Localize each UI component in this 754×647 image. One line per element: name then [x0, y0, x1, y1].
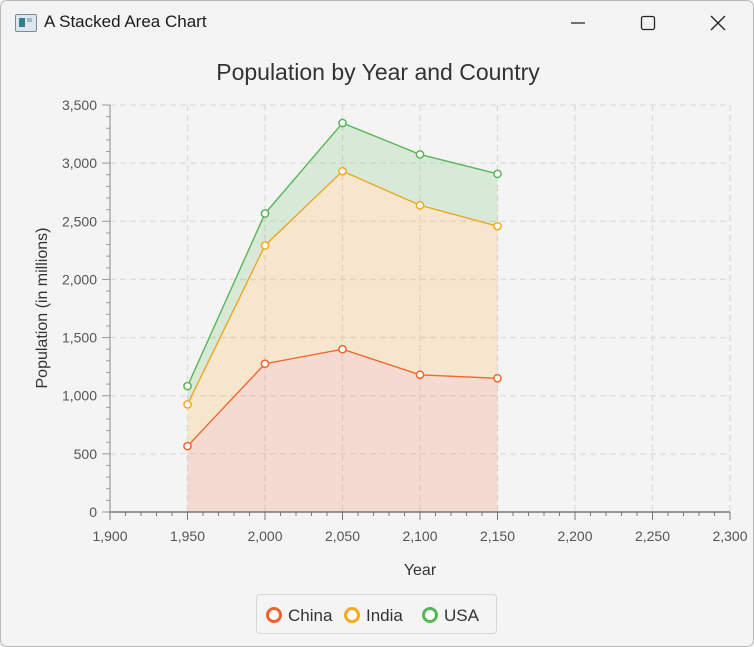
stacked-area-chart: Population by Year and Country 0 500 1,000…: [34, 59, 748, 579]
data-point-india[interactable]: [183, 400, 192, 409]
legend-marker: [266, 607, 282, 623]
data-point-usa[interactable]: [183, 381, 192, 391]
x-tick-label: 2,200: [557, 528, 592, 544]
data-point-usa[interactable]: [338, 118, 347, 128]
data-point-china[interactable]: [493, 373, 502, 383]
maximize-icon: [640, 15, 656, 31]
x-tick-label: 2,050: [325, 528, 360, 544]
x-tick-label: 1,950: [170, 528, 205, 544]
x-tick-label: 2,300: [712, 528, 747, 544]
legend-label: USA: [444, 606, 479, 625]
data-point-india[interactable]: [260, 241, 270, 250]
data-point-china[interactable]: [260, 359, 270, 369]
minimize-button[interactable]: [543, 1, 613, 45]
x-tick-label: 2,000: [247, 528, 282, 544]
x-tick-label: 2,250: [635, 528, 670, 544]
y-tick-label: 2,000: [62, 271, 97, 287]
legend-marker: [422, 607, 438, 623]
data-points: [183, 118, 502, 451]
x-tick-label: 1,900: [92, 528, 127, 544]
x-axis-label: Year: [404, 562, 437, 579]
y-tick-label: 2,500: [62, 213, 97, 229]
grid-lines: [110, 104, 731, 512]
maximize-button[interactable]: [613, 1, 683, 45]
window-title: A Stacked Area Chart: [44, 12, 207, 31]
legend-marker: [344, 607, 360, 623]
legend-label: India: [366, 606, 403, 625]
title-bar[interactable]: A Stacked Area Chart: [1, 1, 753, 45]
axes: 0 500 1,000 1,500 2,000 2,500 3,000 3,500 1,900 1…: [62, 97, 748, 544]
legend-label: China: [288, 606, 333, 625]
data-point-usa[interactable]: [493, 169, 502, 179]
data-point-india[interactable]: [415, 200, 425, 210]
data-point-usa[interactable]: [260, 209, 270, 218]
close-button[interactable]: [683, 1, 753, 45]
x-tick-label: 2,100: [402, 528, 437, 544]
y-tick-label: 1,000: [62, 388, 97, 404]
data-point-china[interactable]: [415, 370, 425, 380]
data-point-china[interactable]: [338, 344, 347, 354]
x-tick-label: 2,150: [480, 528, 515, 544]
y-tick-label: 0: [89, 504, 97, 520]
area-india: [187, 171, 498, 447]
area-usa: [187, 123, 498, 405]
close-icon: [710, 15, 726, 31]
data-point-india[interactable]: [338, 166, 347, 176]
y-tick-label: 500: [74, 446, 98, 462]
area-layer: [186, 122, 498, 512]
data-point-china[interactable]: [183, 441, 192, 451]
app-icon: [15, 14, 37, 32]
chart-title: Population by Year and Country: [216, 59, 540, 85]
chart-legend: China India USA: [256, 594, 497, 634]
data-point-usa[interactable]: [415, 150, 425, 159]
y-tick-label: 3,500: [62, 97, 97, 113]
minimize-icon: [571, 22, 585, 24]
y-tick-label: 3,000: [62, 155, 97, 171]
data-point-india[interactable]: [493, 221, 502, 231]
y-tick-label: 1,500: [62, 330, 97, 346]
area-china: [187, 349, 498, 512]
y-axis-label: Population (in millions): [34, 228, 51, 389]
